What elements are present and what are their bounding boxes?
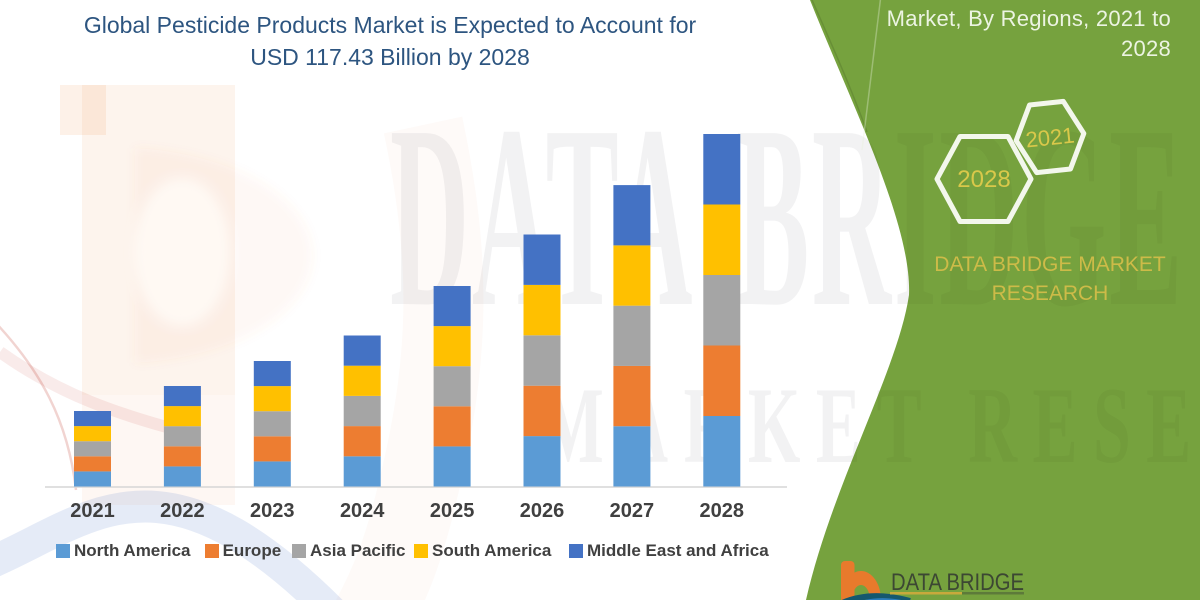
svg-text:DATA BRIDGE: DATA BRIDGE [891,569,1024,596]
svg-text:2028: 2028 [957,166,1010,193]
svg-text:2021: 2021 [1024,123,1075,153]
svg-text:MARKET RESEARCH: MARKET RESEARCH [893,597,1023,600]
